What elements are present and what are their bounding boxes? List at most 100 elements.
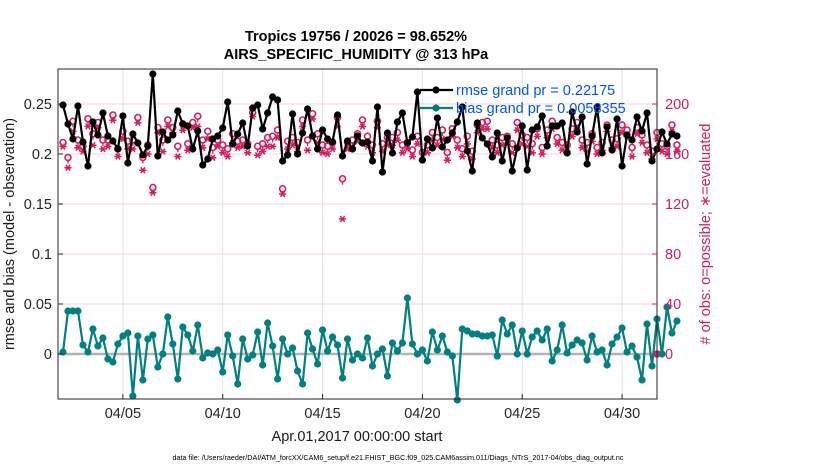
bias-point (94, 342, 102, 350)
obs-evaluated-marker (633, 130, 641, 138)
bias-point (328, 333, 337, 341)
grid-layer (58, 69, 657, 399)
obs-evaluated-stroke (324, 150, 331, 158)
obs-evaluated-stroke (539, 150, 545, 158)
rmse-point (428, 144, 436, 152)
bias-point (363, 334, 372, 342)
rmse-point (214, 132, 222, 140)
obs-evaluated-stroke (399, 149, 406, 157)
rmse-point (588, 132, 596, 140)
bias-point (668, 329, 676, 337)
rmse-point (114, 145, 122, 153)
rmse-point (154, 152, 162, 160)
bias-point (608, 340, 616, 348)
bias-point (89, 325, 97, 333)
rmse-point (508, 167, 516, 175)
rmse-point (538, 112, 546, 120)
bias-point (239, 335, 247, 343)
rmse-point (328, 138, 337, 146)
rmse-point (548, 122, 556, 130)
rmse-point (184, 122, 192, 130)
bias-point (648, 362, 656, 370)
bias-point (348, 356, 357, 364)
rmse-point (383, 129, 392, 137)
bias-point (578, 339, 586, 347)
bias-point (338, 374, 347, 382)
bias-point (453, 396, 461, 404)
bias-point (294, 367, 302, 375)
bias-point (503, 330, 511, 338)
bias-point (279, 335, 287, 343)
rmse-point (144, 142, 152, 150)
bias-point (388, 339, 397, 347)
rmse-point (568, 108, 576, 116)
legend-rmse-marker (432, 86, 440, 94)
bias-point (69, 307, 77, 315)
bias-point (673, 317, 681, 325)
obs-evaluated-stroke (175, 153, 181, 160)
rmse-point (89, 118, 97, 126)
rmse-point (74, 102, 82, 110)
obs-evaluated-marker (269, 143, 277, 150)
x-tick-label: 04/15 (304, 406, 340, 422)
bias-point (428, 328, 436, 336)
rmse-point (388, 149, 397, 157)
bias-point (518, 327, 526, 335)
obs-evaluated-marker (673, 148, 681, 155)
rmse-point (303, 105, 312, 113)
y-right-tick-label: 40 (665, 297, 681, 313)
bias-point (533, 327, 541, 335)
obs-evaluated-stroke (634, 130, 640, 138)
obs-evaluated-marker (74, 144, 82, 152)
rmse-point (633, 113, 641, 121)
obs-evaluated-stroke (115, 153, 121, 160)
rmse-point (523, 166, 531, 174)
obs-evaluated-marker (159, 148, 167, 155)
bias-point (443, 348, 451, 356)
bias-point (548, 357, 556, 365)
bias-point (468, 330, 476, 338)
rmse-point (274, 96, 282, 104)
obs-evaluated-stroke (214, 143, 221, 150)
rmse-point (628, 136, 636, 144)
rmse-point (244, 142, 252, 150)
bias-point (219, 368, 227, 376)
rmse-point (254, 101, 262, 109)
bias-point (383, 372, 392, 380)
rmse-point (373, 103, 382, 111)
obs-evaluated-stroke (424, 149, 431, 157)
bias-point (358, 354, 367, 362)
obs-evaluated-marker (358, 123, 367, 130)
rmse-point (418, 156, 426, 164)
obs-evaluated-stroke (434, 141, 441, 149)
bias-point (558, 321, 566, 329)
bias-point (199, 354, 207, 362)
bias-point (109, 358, 117, 366)
obs-evaluated-stroke (559, 146, 565, 154)
obs-evaluated-stroke (629, 153, 635, 160)
obs-evaluated-stroke (165, 123, 171, 130)
y-left-tick-label: 0.25 (24, 97, 52, 113)
y-left-tick-label: 0 (44, 347, 52, 363)
rmse-point (513, 144, 521, 152)
bias-point (194, 321, 202, 329)
bias-point (79, 341, 87, 349)
bias-point (433, 346, 441, 354)
bias-point (124, 329, 132, 337)
bias-point (493, 352, 501, 360)
obs-evaluated-stroke (150, 189, 156, 197)
rmse-point (229, 140, 237, 148)
bias-point (478, 332, 486, 340)
y-axis-left-label: rmse and bias (model - observation) (2, 118, 18, 350)
bias-point (423, 357, 431, 365)
obs-evaluated-marker (398, 149, 407, 157)
rmse-point (139, 151, 147, 159)
obs-evaluated-marker (538, 150, 546, 158)
obs-evaluated-stroke (319, 149, 326, 157)
bias-point (284, 350, 292, 358)
rmse-point (289, 110, 297, 118)
rmse-point (94, 131, 102, 139)
obs-evaluated-stroke (494, 149, 501, 157)
rmse-point (363, 138, 372, 146)
